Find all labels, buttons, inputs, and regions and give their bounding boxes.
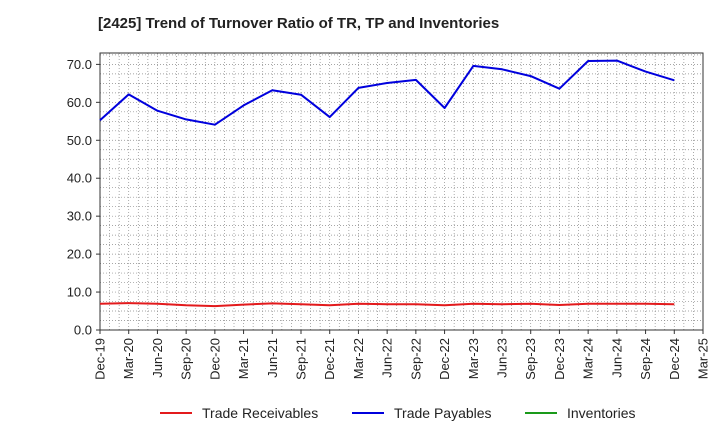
legend-label: Trade Receivables <box>202 405 319 421</box>
x-tick-label: Sep-22 <box>408 338 423 380</box>
x-tick-label: Sep-20 <box>179 338 194 380</box>
tick-labels: 0.0 10.0 20.0 30.0 40.0 50.0 60.0 70.0 Dec-19 Mar… <box>67 57 711 380</box>
series-line-trade-payables <box>99 59 675 126</box>
legend-label: Inventories <box>567 405 636 421</box>
x-tick-label: Mar-22 <box>351 338 366 379</box>
legend-swatch-trade-payables <box>352 412 384 414</box>
y-tick-label: 40.0 <box>67 171 92 186</box>
x-tick-label: Sep-23 <box>523 338 538 380</box>
x-tick-label: Jun-20 <box>150 338 165 378</box>
legend-item-trade-receivables: Trade Receivables <box>160 405 318 421</box>
axes <box>96 52 704 334</box>
x-tick-label: Mar-21 <box>236 338 251 379</box>
x-tick-label: Mar-20 <box>121 338 136 379</box>
x-tick-label: Dec-20 <box>207 338 222 380</box>
legend-label: Trade Payables <box>394 405 492 421</box>
x-tick-label: Jun-21 <box>265 338 280 378</box>
x-tick-label: Mar-23 <box>466 338 481 379</box>
legend-swatch-inventories <box>525 412 557 414</box>
x-tick-label: Sep-24 <box>638 338 653 380</box>
y-tick-label: 30.0 <box>67 209 92 224</box>
x-tick-label: Mar-24 <box>581 338 596 379</box>
legend-item-inventories: Inventories <box>525 405 635 421</box>
x-tick-label: Jun-24 <box>609 338 624 378</box>
series <box>99 59 675 308</box>
y-tick-label: 0.0 <box>74 323 92 338</box>
x-tick-label: Dec-19 <box>93 338 108 380</box>
legend-item-trade-payables: Trade Payables <box>352 405 492 421</box>
x-tick-label: Jun-23 <box>495 338 510 378</box>
x-tick-label: Jun-22 <box>380 338 395 378</box>
legend-swatch-trade-receivables <box>160 412 192 414</box>
series-line-trade-receivables <box>99 302 675 308</box>
y-tick-label: 10.0 <box>67 285 92 300</box>
y-tick-label: 70.0 <box>67 57 92 72</box>
grid <box>100 53 703 330</box>
x-tick-label: Dec-23 <box>552 338 567 380</box>
x-tick-label: Dec-24 <box>667 338 682 380</box>
y-tick-label: 20.0 <box>67 247 92 262</box>
x-tick-label: Mar-25 <box>696 338 711 379</box>
legend: Trade Receivables Trade Payables Invento… <box>0 405 720 425</box>
y-tick-label: 60.0 <box>67 95 92 110</box>
chart-title: [2425] Trend of Turnover Ratio of TR, TP… <box>98 15 500 32</box>
x-tick-label: Sep-21 <box>294 338 309 380</box>
y-tick-label: 50.0 <box>67 133 92 148</box>
x-tick-label: Dec-22 <box>437 338 452 380</box>
plot-frame <box>99 52 704 331</box>
x-tick-label: Dec-21 <box>322 338 337 380</box>
